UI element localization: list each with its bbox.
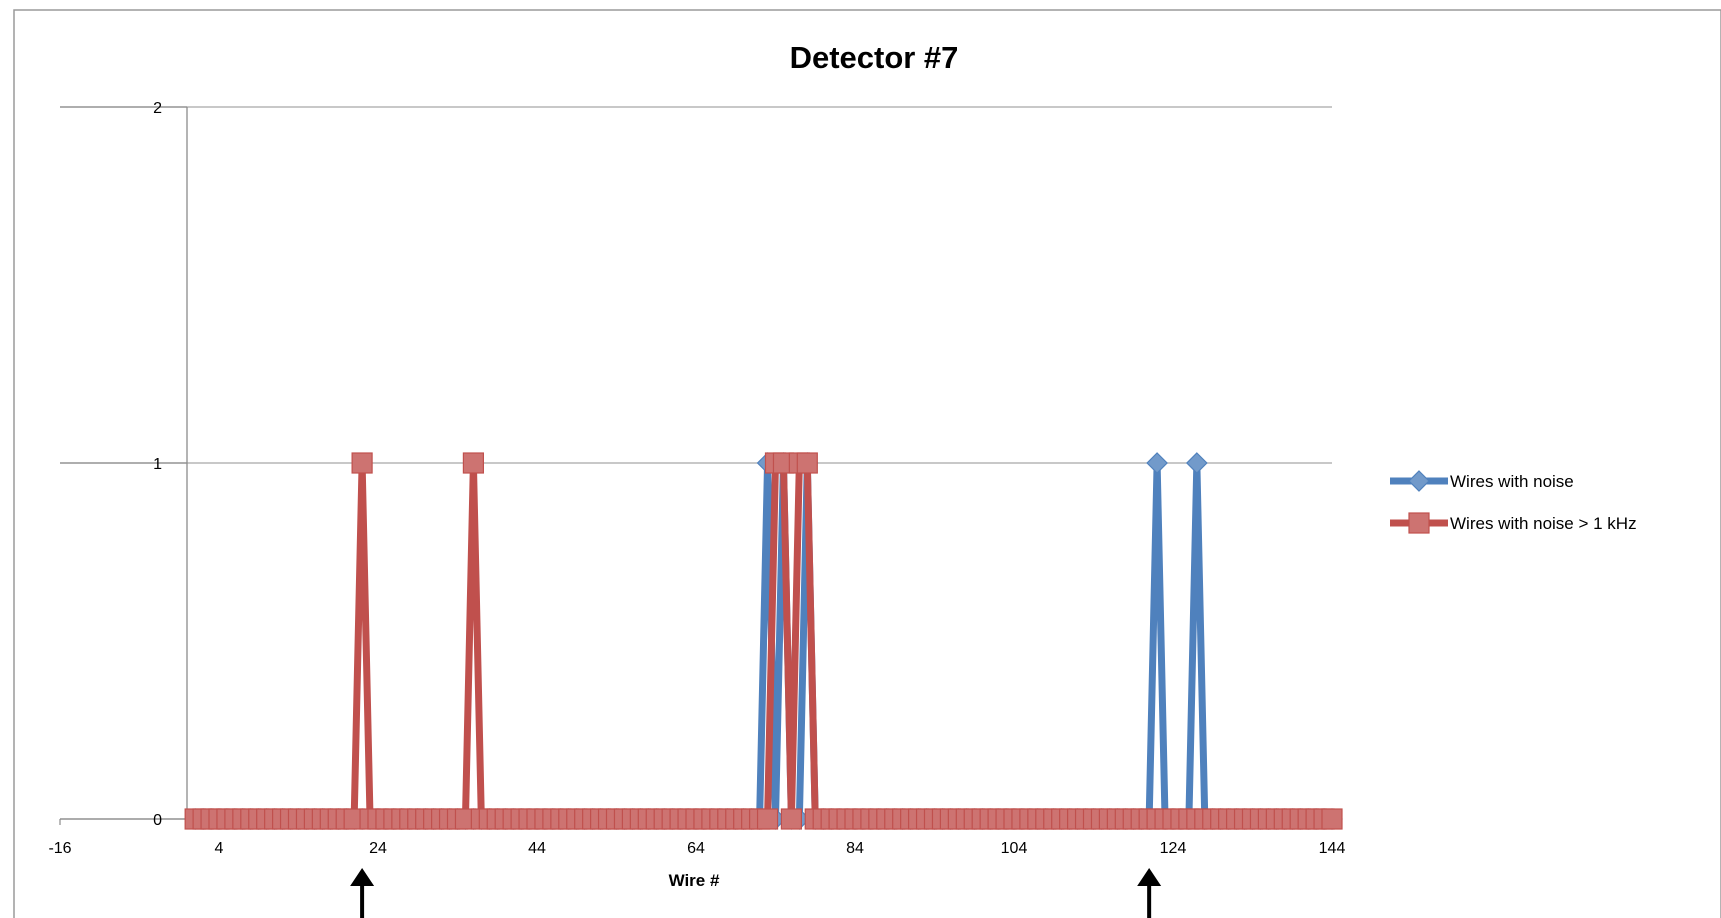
series-point (1146, 452, 1168, 474)
x-tick-label: 104 (1001, 840, 1028, 857)
series-point (1321, 808, 1343, 830)
chart-title: Detector #7 (790, 40, 959, 75)
series-point (351, 452, 373, 474)
x-tick-label: 44 (528, 840, 546, 857)
tick-label-layer: 0 1 2 -16 4 24 44 64 84 104 124 144 (48, 100, 1345, 857)
legend-marker (1408, 470, 1430, 492)
annotation-arrow-head (1137, 868, 1162, 886)
chart-frame (13, 9, 1721, 918)
y-tick-label: 0 (153, 812, 162, 829)
annotation-layer (350, 868, 1162, 918)
x-tick-label: 24 (369, 840, 387, 857)
legend-marker (1408, 512, 1430, 534)
x-tick-label: 84 (846, 840, 864, 857)
y-tick-label: 1 (153, 456, 162, 473)
x-axis-title: Wire # (669, 871, 720, 890)
series-layer (195, 459, 1332, 823)
x-tick-label: 124 (1160, 840, 1187, 857)
legend-label: Wires with noise > 1 kHz (1450, 514, 1637, 533)
legend: Wires with noise Wires with noise > 1 kHz (1390, 470, 1637, 534)
legend-label: Wires with noise (1450, 472, 1574, 491)
x-tick-label: -16 (48, 840, 71, 857)
annotation-arrow-head (350, 868, 375, 886)
x-tick-label: 144 (1319, 840, 1346, 857)
series-point (780, 808, 803, 830)
marker-layer (184, 452, 1343, 830)
x-tick-label: 4 (215, 840, 224, 857)
series-point (756, 808, 779, 830)
series-point (462, 452, 484, 474)
series-point (796, 452, 818, 474)
x-tick-label: 64 (687, 840, 705, 857)
series-point (1186, 452, 1208, 474)
y-tick-label: 2 (153, 100, 162, 117)
